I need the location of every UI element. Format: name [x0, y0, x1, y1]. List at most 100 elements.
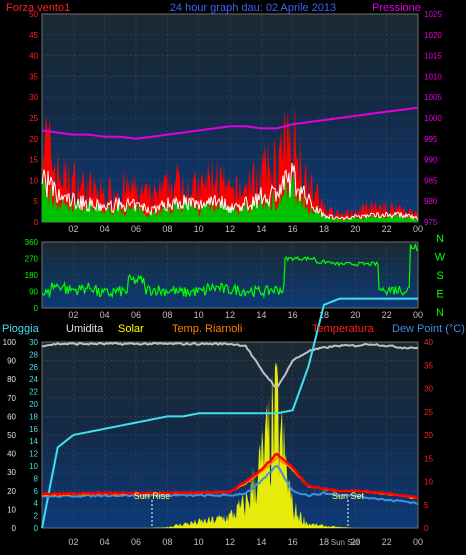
dewpoint-line [41, 464, 419, 505]
pressure-tick-label: 1020 [424, 31, 442, 40]
wind-tick-label: 5 [34, 197, 39, 206]
x-tick-label: 00 [413, 537, 423, 547]
pressure-tick-label: 985 [424, 176, 438, 185]
pressure-tick-label: 995 [424, 135, 438, 144]
pressure-tick-label: 1005 [424, 93, 442, 102]
humidity-tick-label: 100 [3, 338, 17, 347]
x-tick-label: 20 [350, 224, 360, 234]
wind-tick-label: 20 [29, 135, 38, 144]
x-tick-label: 08 [162, 537, 172, 547]
x-tick-label: 06 [131, 224, 141, 234]
wind-tick-label: 45 [29, 31, 38, 40]
rain-tick-label: 4 [34, 499, 39, 508]
temperature-tick-label: 15 [424, 454, 433, 463]
wind-y-axis-left: 0 5 10 15 20 25 30 35 40 45 50 [29, 10, 38, 227]
direction-tick-label: 270 [25, 255, 39, 264]
sun-set-axis-label: Sun Set [331, 538, 360, 547]
humidity-tick-label: 30 [7, 468, 16, 477]
rain-tick-label: 24 [29, 375, 38, 384]
wind-tick-label: 15 [29, 156, 38, 165]
humidity-line [42, 341, 419, 390]
x-tick-label: 00 [413, 310, 423, 320]
rain-tick-label: 6 [34, 487, 39, 496]
rain-tick-label: 26 [29, 363, 38, 372]
rain-tick-label: 12 [29, 450, 38, 459]
humidity-tick-label: 70 [7, 394, 16, 403]
rain-tick-label: 2 [34, 512, 39, 521]
x-tick-label: 06 [131, 537, 141, 547]
x-tick-label: 10 [194, 310, 204, 320]
direction-tick-label: 0 [34, 304, 39, 313]
x-tick-label: 06 [131, 310, 141, 320]
x-tick-label: 02 [68, 310, 78, 320]
pressure-tick-label: 1010 [424, 72, 442, 81]
wind-speed-label: Forza vento1 [6, 2, 70, 14]
rain-tick-label: 0 [34, 524, 39, 533]
chart-title: 24 hour graph dau: 02 Aprile 2013 [170, 2, 336, 14]
direction-tick-label: 90 [29, 288, 38, 297]
pressure-tick-label: 1000 [424, 114, 442, 123]
rain-legend: Pioggia [2, 323, 40, 335]
solar-legend: Solar [118, 323, 144, 335]
x-tick-label: 04 [100, 224, 110, 234]
x-tick-label: 12 [225, 310, 235, 320]
direction-tick-label: 360 [25, 238, 39, 247]
rain-tick-label: 30 [29, 338, 38, 347]
x-tick-label: 14 [256, 224, 266, 234]
x-tick-label: 18 [319, 537, 329, 547]
direction-tick-label: 180 [25, 271, 39, 280]
wind-tick-label: 50 [29, 10, 38, 19]
x-tick-label: 02 [68, 224, 78, 234]
humidity-tick-label: 50 [7, 431, 16, 440]
sun-rise-label: Sun Rise [134, 491, 171, 501]
pressure-tick-label: 980 [424, 197, 438, 206]
pressure-label: Pressione [372, 2, 421, 14]
wind-average-area [42, 170, 418, 222]
humidity-tick-label: 60 [7, 412, 16, 421]
x-tick-label: 02 [68, 537, 78, 547]
wind-tick-label: 30 [29, 93, 38, 102]
wind-average-line [41, 163, 419, 221]
direction-y-axis: 0 90 180 270 360 [25, 238, 39, 313]
pressure-tick-label: 975 [424, 218, 438, 227]
temperature-tick-label: 0 [424, 524, 429, 533]
x-tick-label: 14 [256, 537, 266, 547]
x-tick-label: 08 [162, 310, 172, 320]
compass-label: W [435, 252, 446, 264]
temperature-tick-label: 20 [424, 431, 433, 440]
x-tick-label: 12 [225, 537, 235, 547]
dewpoint-legend: Dew Point (°C) [392, 323, 465, 335]
rain-tick-label: 20 [29, 400, 38, 409]
humidity-tick-label: 10 [7, 505, 16, 514]
x-tick-label: 16 [288, 537, 298, 547]
humidity-tick-label: 0 [12, 524, 17, 533]
humidity-legend: Umidita [66, 323, 104, 335]
pressure-y-axis-right: 975 980 985 990 995 1000 1005 1010 1015 1020 1025 [424, 10, 442, 227]
temp-riarnoli-legend: Temp. Riarnoli [172, 323, 242, 335]
pressure-tick-label: 990 [424, 156, 438, 165]
rain-tick-label: 28 [29, 350, 38, 359]
wind-tick-label: 10 [29, 176, 38, 185]
wind-tick-label: 25 [29, 114, 38, 123]
rain-tick-label: 22 [29, 388, 38, 397]
rain-line [41, 297, 418, 529]
humidity-tick-label: 90 [7, 357, 16, 366]
humidity-tick-label: 20 [7, 487, 16, 496]
x-tick-label: 16 [288, 224, 298, 234]
compass-label: N [436, 307, 444, 319]
pressure-tick-label: 1025 [424, 10, 442, 19]
x-tick-label: 12 [225, 224, 235, 234]
temperature-tick-label: 5 [424, 501, 429, 510]
rain-tick-label: 14 [29, 437, 38, 446]
rain-tick-label: 10 [29, 462, 38, 471]
x-tick-label: 16 [288, 310, 298, 320]
wind-x-axis: 02 04 06 08 10 12 14 16 18 20 22 00 [68, 224, 423, 234]
x-tick-label: 04 [100, 537, 110, 547]
x-tick-label: 18 [319, 310, 329, 320]
compass-label: S [436, 270, 443, 282]
x-tick-label: 04 [100, 310, 110, 320]
wind-tick-label: 0 [34, 218, 39, 227]
temperature-line [41, 452, 419, 499]
